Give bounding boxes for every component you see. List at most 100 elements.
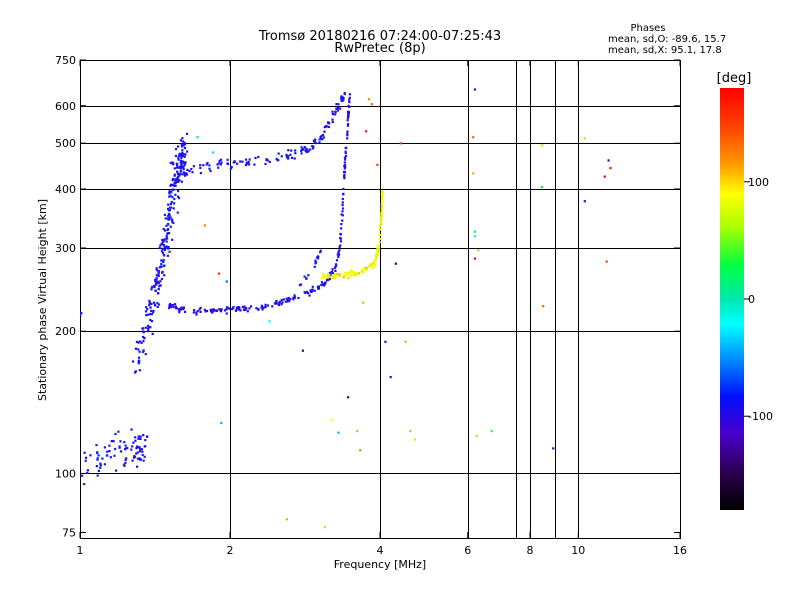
data-point bbox=[141, 350, 144, 354]
data-point bbox=[237, 306, 240, 309]
data-point bbox=[294, 152, 297, 155]
data-point bbox=[218, 159, 221, 162]
data-point bbox=[89, 454, 92, 457]
data-point bbox=[155, 274, 158, 277]
data-point bbox=[171, 218, 174, 221]
data-point bbox=[193, 309, 196, 312]
data-point bbox=[380, 193, 383, 196]
data-point bbox=[371, 266, 374, 269]
data-point bbox=[347, 276, 350, 280]
data-point bbox=[210, 308, 213, 311]
data-point bbox=[473, 230, 476, 233]
data-point bbox=[257, 155, 260, 159]
data-point bbox=[344, 155, 348, 158]
data-point bbox=[203, 308, 206, 311]
data-point bbox=[99, 464, 102, 467]
data-point bbox=[603, 175, 606, 178]
data-point bbox=[174, 148, 178, 151]
data-point bbox=[348, 101, 351, 104]
data-point bbox=[347, 123, 350, 126]
data-point bbox=[147, 324, 150, 327]
data-point bbox=[137, 437, 140, 440]
data-point bbox=[86, 469, 89, 472]
data-point bbox=[161, 238, 164, 241]
data-point bbox=[277, 303, 281, 307]
data-point bbox=[174, 305, 177, 308]
y-tick-label: 750 bbox=[55, 54, 76, 67]
data-point bbox=[540, 185, 543, 189]
data-point bbox=[80, 312, 83, 315]
data-point bbox=[134, 347, 137, 350]
data-point bbox=[158, 284, 161, 288]
colorbar-tick-label: 100 bbox=[748, 176, 769, 189]
data-point bbox=[331, 120, 334, 124]
data-point bbox=[262, 306, 265, 309]
data-point bbox=[343, 177, 346, 180]
data-point bbox=[266, 304, 270, 307]
data-point bbox=[236, 162, 239, 165]
data-point bbox=[185, 132, 189, 135]
data-point bbox=[177, 145, 180, 148]
data-point bbox=[609, 167, 612, 170]
data-point bbox=[311, 288, 314, 291]
data-point bbox=[583, 200, 586, 203]
data-point bbox=[171, 304, 174, 307]
data-point bbox=[181, 173, 184, 176]
data-point bbox=[97, 469, 100, 472]
data-point bbox=[168, 195, 171, 198]
data-point bbox=[199, 172, 202, 175]
data-point bbox=[389, 376, 392, 379]
data-point bbox=[381, 191, 384, 194]
data-point bbox=[148, 304, 151, 307]
data-point bbox=[171, 161, 174, 164]
data-point bbox=[248, 163, 251, 166]
data-point bbox=[359, 449, 362, 452]
data-point bbox=[307, 274, 310, 277]
data-point bbox=[166, 254, 169, 257]
data-point bbox=[173, 202, 176, 205]
data-point bbox=[243, 308, 246, 311]
data-point bbox=[135, 452, 138, 455]
data-point bbox=[333, 275, 336, 278]
data-point bbox=[160, 277, 163, 281]
data-point bbox=[380, 209, 384, 212]
data-point bbox=[164, 217, 167, 220]
data-point bbox=[346, 137, 349, 140]
data-point bbox=[163, 229, 167, 232]
data-point bbox=[338, 275, 341, 278]
data-point bbox=[320, 281, 324, 284]
x-tick-label: 16 bbox=[673, 544, 687, 557]
data-point bbox=[287, 157, 290, 160]
data-point bbox=[177, 197, 181, 200]
data-point bbox=[334, 113, 337, 116]
data-point bbox=[336, 106, 339, 109]
colorbar-label: [deg] bbox=[717, 71, 752, 86]
data-point bbox=[138, 340, 142, 343]
data-point bbox=[287, 149, 290, 152]
data-point bbox=[176, 163, 179, 166]
data-point bbox=[380, 207, 383, 210]
data-point bbox=[211, 310, 215, 313]
data-point bbox=[337, 431, 340, 434]
data-point bbox=[167, 212, 170, 215]
data-point bbox=[375, 256, 378, 259]
data-point bbox=[317, 285, 320, 288]
data-point bbox=[304, 291, 307, 295]
data-point bbox=[356, 430, 359, 433]
data-point bbox=[159, 265, 162, 268]
data-point bbox=[299, 283, 303, 286]
data-point bbox=[204, 310, 207, 313]
data-point bbox=[181, 137, 184, 140]
data-point bbox=[160, 250, 164, 253]
data-point bbox=[165, 235, 168, 238]
data-point bbox=[150, 286, 153, 289]
data-point bbox=[260, 304, 263, 307]
data-point bbox=[150, 309, 153, 312]
data-point bbox=[174, 179, 177, 182]
data-point bbox=[325, 279, 329, 282]
data-point bbox=[364, 267, 367, 270]
data-point bbox=[83, 483, 86, 486]
data-point bbox=[144, 310, 148, 313]
data-point bbox=[348, 98, 351, 101]
